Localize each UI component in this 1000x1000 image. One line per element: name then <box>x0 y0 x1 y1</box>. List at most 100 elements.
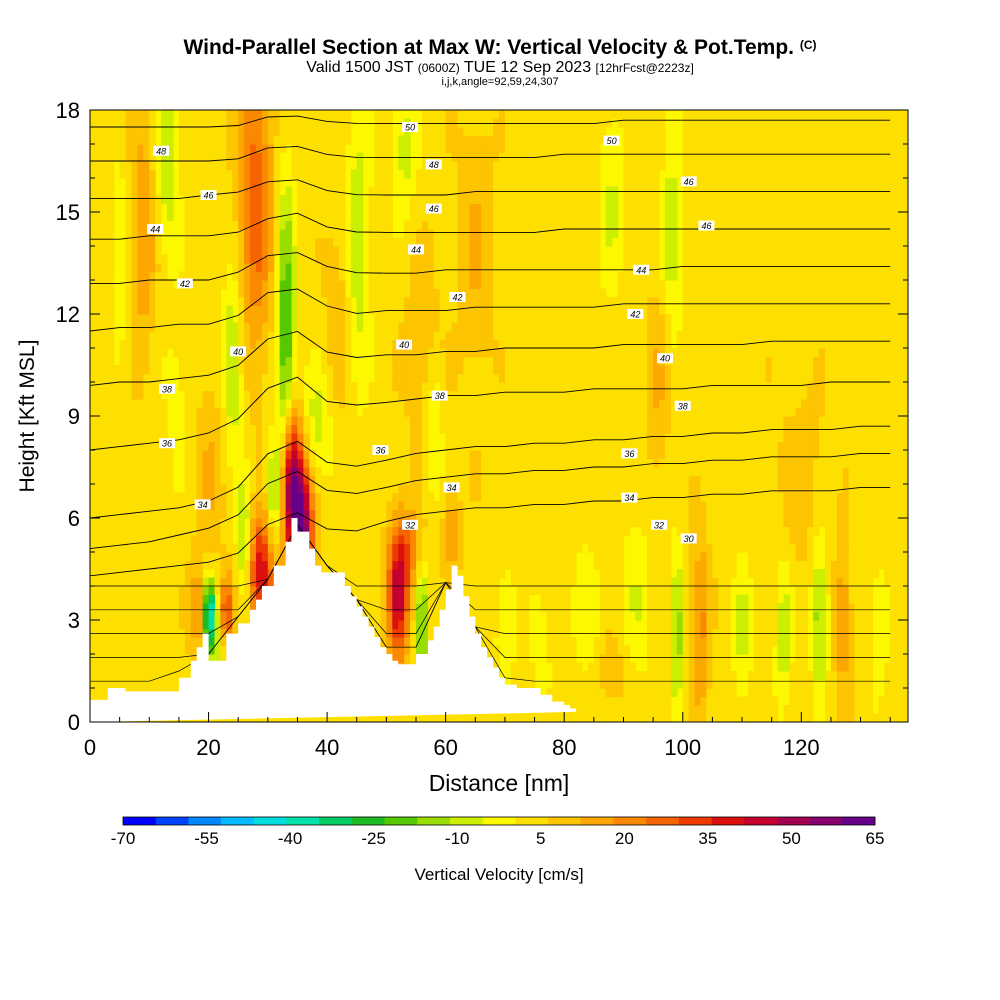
velocity-cell <box>125 203 133 213</box>
velocity-cell <box>309 254 316 264</box>
velocity-cell <box>208 339 216 349</box>
velocity-cell <box>178 110 186 120</box>
velocity-cell <box>261 212 269 222</box>
velocity-cell <box>410 373 417 383</box>
velocity-cell <box>368 492 376 502</box>
velocity-cell <box>291 399 299 409</box>
velocity-cell <box>493 662 500 672</box>
velocity-cell <box>386 135 393 145</box>
velocity-cell <box>125 518 133 528</box>
velocity-cell <box>338 433 346 443</box>
velocity-cell <box>398 509 405 519</box>
velocity-cell <box>131 161 139 171</box>
velocity-cell <box>510 110 518 120</box>
velocity-cell <box>546 611 553 621</box>
velocity-cell <box>528 135 536 145</box>
velocity-cell <box>534 331 542 341</box>
velocity-cell <box>540 127 548 137</box>
velocity-cell <box>481 637 488 647</box>
velocity-cell <box>143 679 150 689</box>
velocity-cell <box>190 127 198 137</box>
velocity-cell <box>95 186 103 196</box>
velocity-cell <box>439 110 447 120</box>
velocity-cell <box>90 577 97 587</box>
velocity-cell <box>90 458 97 468</box>
velocity-cell <box>149 135 156 145</box>
velocity-cell <box>433 229 441 239</box>
velocity-cell <box>149 178 156 188</box>
velocity-cell <box>416 501 423 511</box>
velocity-cell <box>101 314 109 324</box>
velocity-cell <box>267 288 275 298</box>
velocity-cell <box>214 152 222 162</box>
velocity-cell <box>255 178 263 188</box>
velocity-cell <box>202 492 210 502</box>
velocity-cell <box>303 339 310 349</box>
velocity-cell <box>463 127 470 137</box>
velocity-cell <box>143 586 150 596</box>
velocity-cell <box>338 271 346 281</box>
velocity-cell <box>380 407 387 417</box>
velocity-cell <box>90 254 97 264</box>
velocity-cell <box>119 382 127 392</box>
velocity-cell <box>125 569 133 579</box>
velocity-cell <box>161 645 168 655</box>
velocity-cell <box>303 424 310 434</box>
velocity-cell <box>214 135 222 145</box>
velocity-cell <box>356 416 364 426</box>
velocity-cell <box>279 229 287 239</box>
velocity-cell <box>481 135 488 145</box>
velocity-cell <box>451 271 459 281</box>
velocity-cell <box>161 577 168 587</box>
velocity-cell <box>368 288 376 298</box>
velocity-cell <box>297 297 304 307</box>
velocity-cell <box>380 254 387 264</box>
velocity-cell <box>321 118 328 128</box>
velocity-cell <box>516 135 524 145</box>
velocity-cell <box>487 195 494 205</box>
velocity-cell <box>113 501 121 511</box>
velocity-cell <box>255 373 263 383</box>
velocity-cell <box>208 356 216 366</box>
velocity-cell <box>457 365 465 375</box>
velocity-cell <box>510 186 518 196</box>
velocity-cell <box>137 178 144 188</box>
velocity-cell <box>386 577 393 587</box>
velocity-cell <box>161 501 168 511</box>
velocity-cell <box>416 229 423 239</box>
velocity-cell <box>510 348 518 358</box>
velocity-cell <box>534 484 542 494</box>
velocity-cell <box>469 365 476 375</box>
velocity-cell <box>131 679 139 689</box>
velocity-cell <box>499 288 506 298</box>
velocity-cell <box>338 501 346 511</box>
velocity-cell <box>356 713 364 722</box>
velocity-cell <box>386 220 393 230</box>
velocity-cell <box>161 458 168 468</box>
velocity-cell <box>167 339 174 349</box>
velocity-cell <box>338 560 346 570</box>
velocity-cell <box>433 152 441 162</box>
velocity-cell <box>155 382 162 392</box>
velocity-cell <box>90 535 97 545</box>
velocity-cell <box>410 713 417 722</box>
velocity-cell <box>285 433 293 443</box>
velocity-cell <box>487 314 494 324</box>
velocity-cell <box>172 501 180 511</box>
velocity-cell <box>250 484 257 494</box>
velocity-cell <box>463 450 470 460</box>
velocity-cell <box>445 475 453 485</box>
velocity-cell <box>504 178 512 188</box>
velocity-cell <box>208 365 216 375</box>
velocity-cell <box>362 535 370 545</box>
velocity-cell <box>350 178 358 188</box>
velocity-cell <box>421 492 429 502</box>
velocity-cell <box>155 416 162 426</box>
velocity-cell <box>149 645 156 655</box>
velocity-cell <box>457 569 465 579</box>
velocity-cell <box>410 603 417 613</box>
velocity-cell <box>433 356 441 366</box>
velocity-cell <box>214 552 222 562</box>
velocity-cell <box>427 569 435 579</box>
velocity-cell <box>244 382 251 392</box>
